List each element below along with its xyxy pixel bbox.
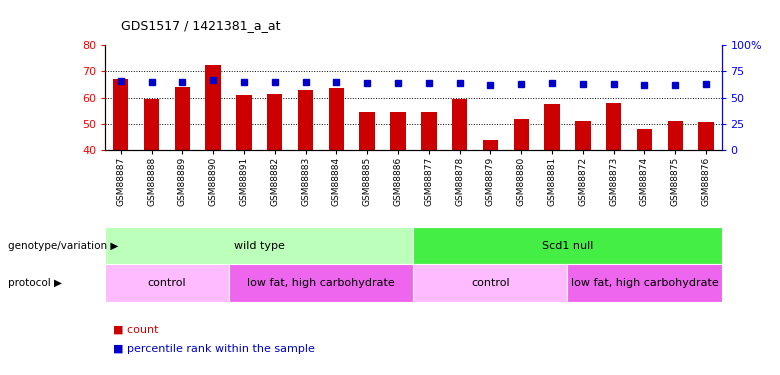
Bar xyxy=(105,264,229,302)
Text: Scd1 null: Scd1 null xyxy=(542,241,593,250)
Bar xyxy=(267,94,282,150)
Text: low fat, high carbohydrate: low fat, high carbohydrate xyxy=(247,278,395,288)
Bar xyxy=(205,65,221,150)
Text: ■ count: ■ count xyxy=(113,325,158,335)
Bar xyxy=(483,140,498,150)
Bar xyxy=(668,121,683,150)
Text: genotype/variation ▶: genotype/variation ▶ xyxy=(8,241,119,250)
Bar xyxy=(568,264,722,302)
Bar xyxy=(413,227,722,264)
Text: control: control xyxy=(471,278,510,288)
Bar xyxy=(144,99,159,150)
Text: control: control xyxy=(147,278,186,288)
Bar xyxy=(413,264,568,302)
Bar xyxy=(606,103,622,150)
Bar xyxy=(298,90,314,150)
Bar xyxy=(390,112,406,150)
Bar xyxy=(452,99,467,150)
Bar xyxy=(421,112,437,150)
Bar xyxy=(236,95,252,150)
Bar xyxy=(513,118,529,150)
Bar xyxy=(328,88,344,150)
Bar xyxy=(544,104,560,150)
Bar xyxy=(698,122,714,150)
Text: wild type: wild type xyxy=(234,241,285,250)
Bar xyxy=(575,121,590,150)
Text: ■ percentile rank within the sample: ■ percentile rank within the sample xyxy=(113,344,315,354)
Text: low fat, high carbohydrate: low fat, high carbohydrate xyxy=(571,278,718,288)
Bar xyxy=(636,129,652,150)
Bar xyxy=(360,112,375,150)
Text: GDS1517 / 1421381_a_at: GDS1517 / 1421381_a_at xyxy=(121,19,280,32)
Text: protocol ▶: protocol ▶ xyxy=(8,278,62,288)
Bar xyxy=(175,87,190,150)
Bar xyxy=(229,264,413,302)
Bar xyxy=(105,227,413,264)
Bar xyxy=(113,79,129,150)
